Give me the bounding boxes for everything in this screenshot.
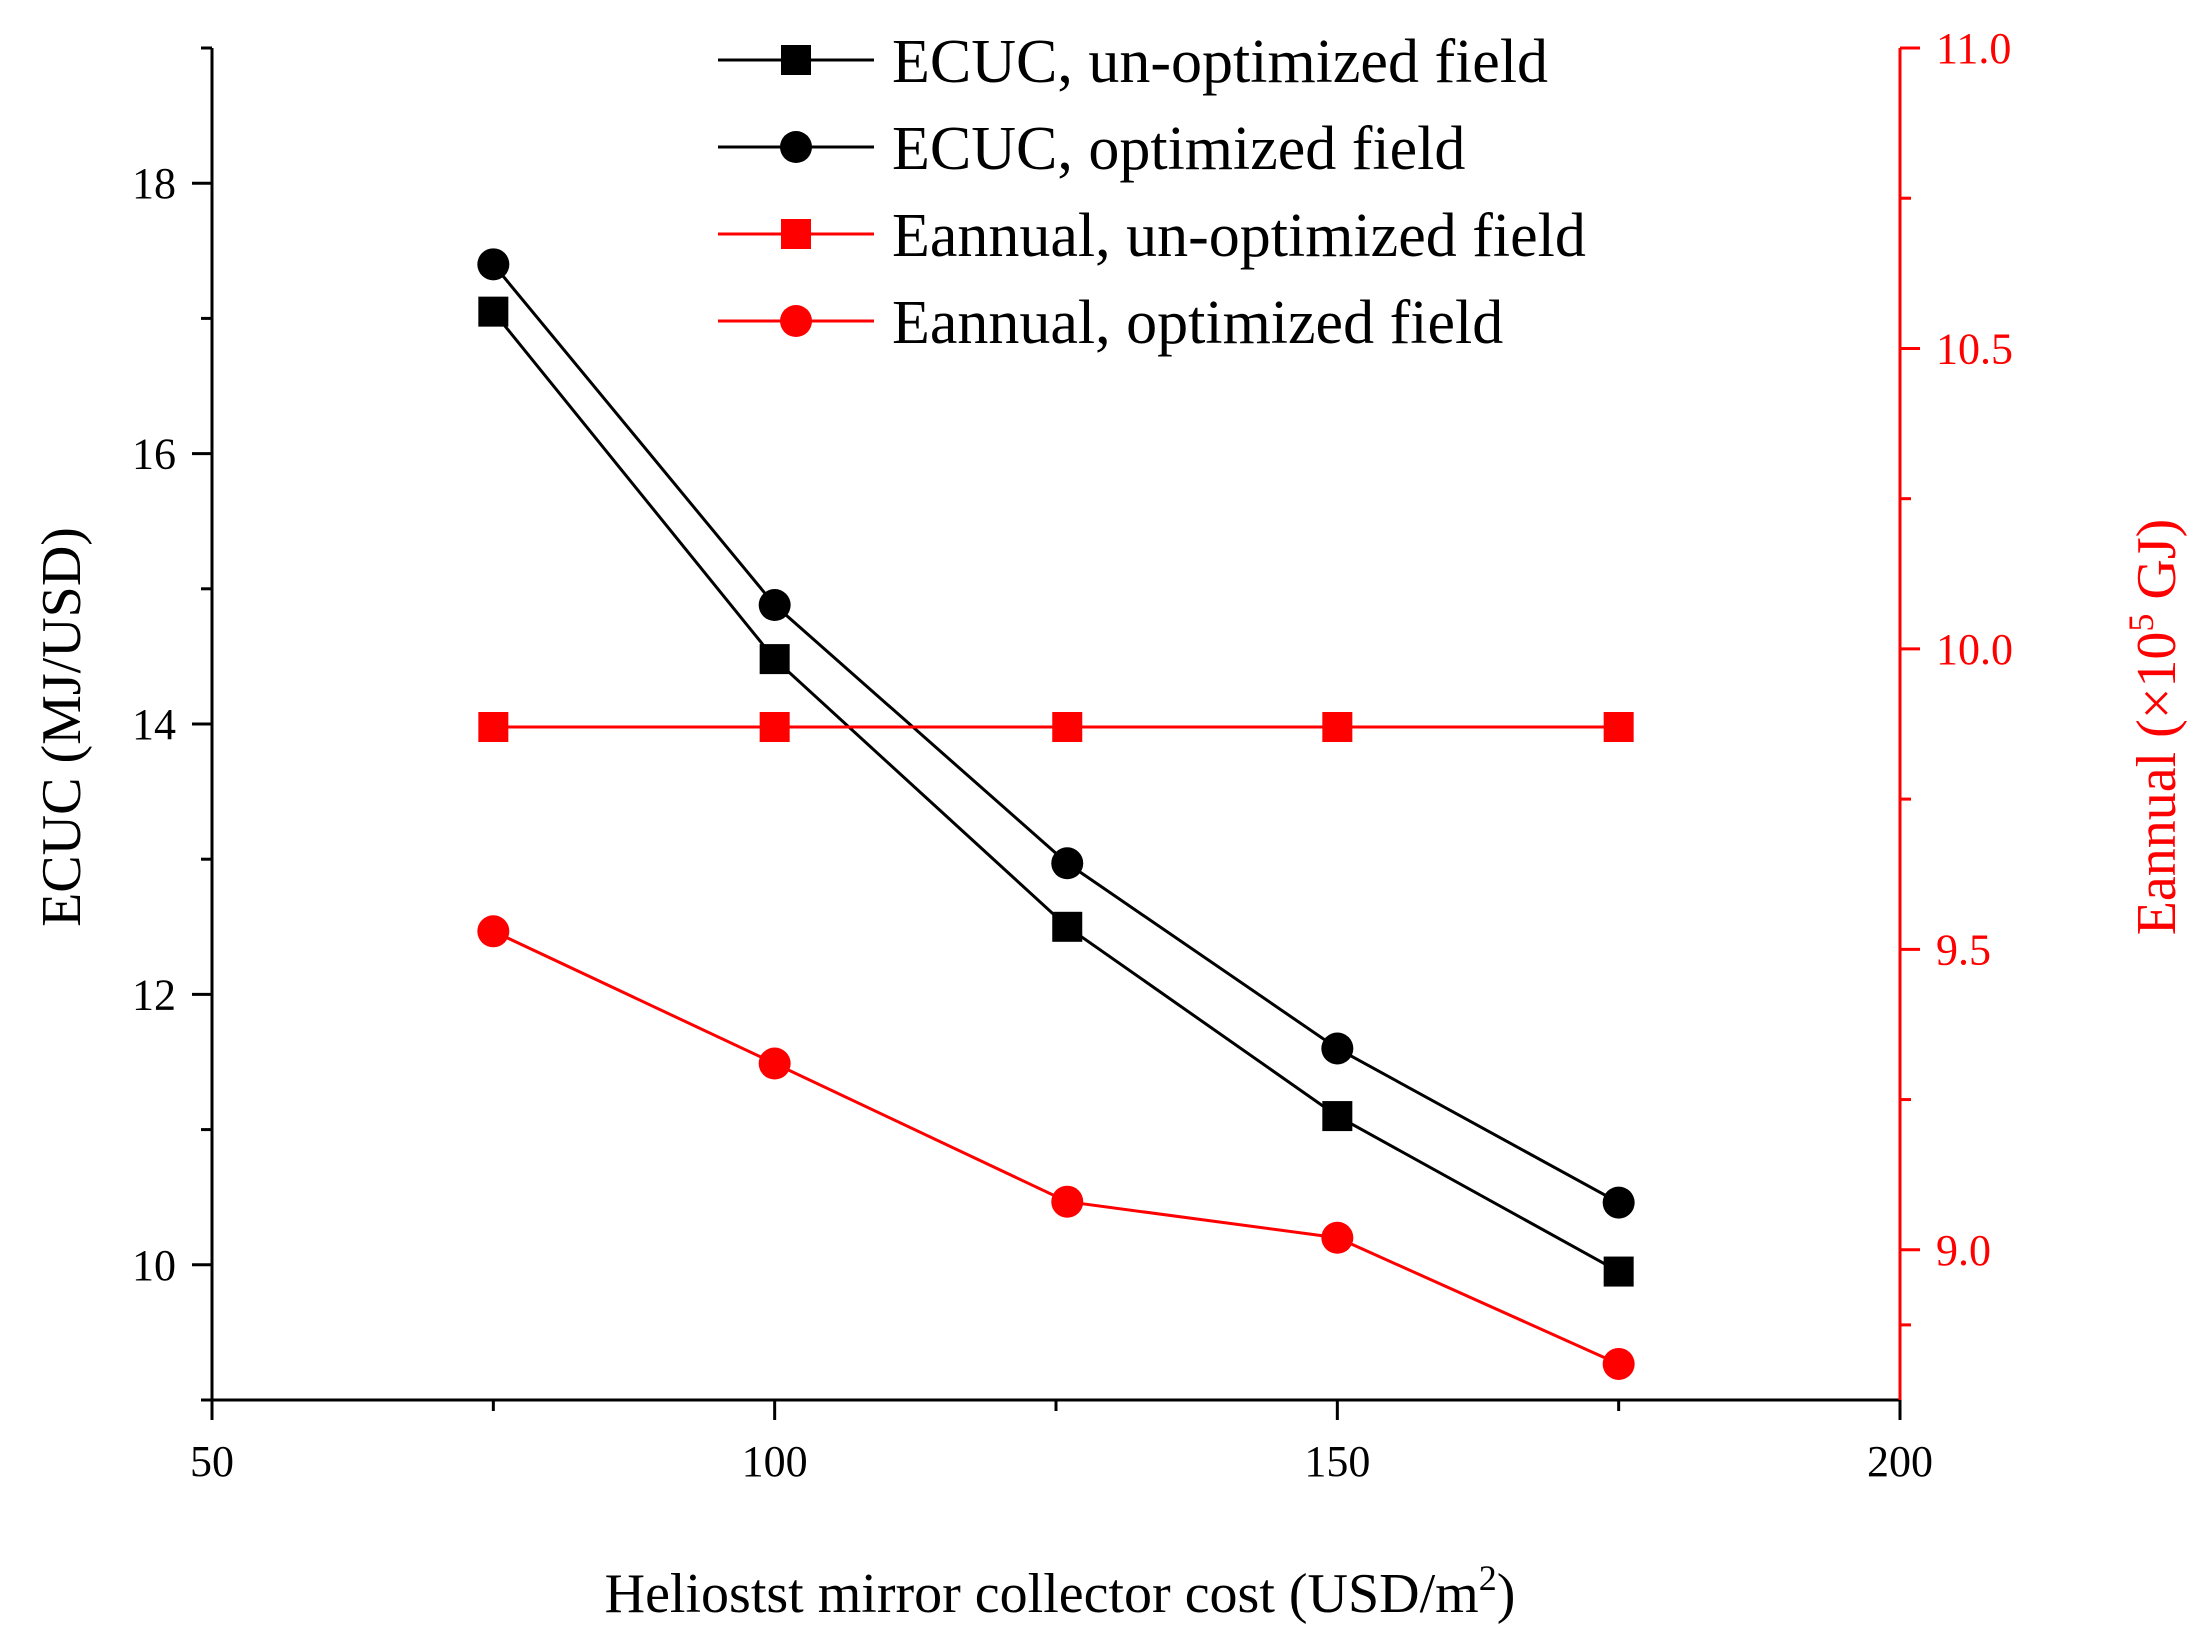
y-tick-label: 18 — [132, 159, 176, 208]
data-point-ecuc-optimized-field — [758, 589, 791, 622]
data-point-eannual-optimized-field — [758, 1047, 791, 1080]
legend: ECUC, un-optimized field ECUC, optimized … — [718, 28, 1586, 357]
legend-label: ECUC, optimized field — [892, 115, 1465, 183]
data-point-eannual-un-optimized-field — [478, 712, 509, 743]
data-point-ecuc-un-optimized-field — [759, 644, 790, 675]
data-point-ecuc-optimized-field — [1321, 1032, 1354, 1065]
legend-item: ECUC, un-optimized field — [718, 28, 1548, 96]
y2-tick-label: 9.5 — [1936, 925, 1991, 974]
y-tick-label: 12 — [132, 970, 176, 1019]
series-line-ecuc-un-optimized-field — [492, 310, 1620, 1273]
data-point-ecuc-optimized-field — [1602, 1186, 1635, 1219]
legend-label: ECUC, un-optimized field — [892, 28, 1548, 96]
data-point-ecuc-un-optimized-field — [478, 296, 509, 327]
axes-group: 50 100 150 200 10 12 14 16 18 9.0 9.5 10.0 10.5 11.0 — [132, 24, 2013, 1486]
y2-tick-label: 10.0 — [1936, 625, 2013, 674]
x-axis-title: Heliostst mirror collector cost (USD/m2) — [605, 1558, 1516, 1625]
legend-label: Eannual, un-optimized field — [892, 202, 1586, 270]
data-point-eannual-optimized-field — [1602, 1347, 1635, 1380]
data-point-eannual-un-optimized-field — [1603, 712, 1634, 743]
data-point-ecuc-un-optimized-field — [1052, 911, 1083, 942]
legend-item: Eannual, un-optimized field — [718, 202, 1586, 270]
legend-label: Eannual, optimized field — [892, 289, 1503, 357]
x-tick-label: 50 — [190, 1437, 234, 1486]
legend-marker — [780, 305, 812, 337]
series-ecuc-un-optimized-field — [478, 296, 1634, 1287]
y-axis-title: ECUC (MJ/USD) — [31, 527, 93, 927]
data-point-ecuc-optimized-field — [1051, 847, 1084, 880]
y2-axis-title: Eannual (×105 GJ) — [2121, 519, 2188, 936]
data-point-eannual-un-optimized-field — [1052, 712, 1083, 743]
series-ecuc-optimized-field — [477, 248, 1635, 1219]
y-tick-label: 10 — [132, 1241, 176, 1290]
series-eannual-un-optimized-field — [478, 712, 1634, 743]
series-group — [477, 248, 1635, 1380]
data-point-eannual-un-optimized-field — [1322, 712, 1353, 743]
data-point-eannual-un-optimized-field — [759, 712, 790, 743]
data-point-ecuc-un-optimized-field — [1322, 1101, 1353, 1132]
data-point-ecuc-un-optimized-field — [1603, 1256, 1634, 1287]
y2-tick-label: 10.5 — [1936, 324, 2013, 373]
data-point-ecuc-optimized-field — [477, 248, 510, 281]
data-point-eannual-optimized-field — [1321, 1221, 1354, 1254]
y2-tick-label: 11.0 — [1936, 24, 2011, 73]
y-tick-label: 14 — [132, 700, 176, 749]
x-tick-label: 100 — [742, 1437, 808, 1486]
x-tick-label: 200 — [1867, 1437, 1933, 1486]
legend-item: Eannual, optimized field — [718, 289, 1503, 357]
x-tick-label: 150 — [1304, 1437, 1370, 1486]
y2-tick-label: 9.0 — [1936, 1226, 1991, 1275]
data-point-eannual-optimized-field — [1051, 1185, 1084, 1218]
legend-marker — [781, 45, 811, 75]
legend-item: ECUC, optimized field — [718, 115, 1465, 183]
series-line-eannual-optimized-field — [492, 929, 1620, 1366]
legend-marker — [781, 219, 811, 249]
legend-marker — [780, 131, 812, 163]
data-point-eannual-optimized-field — [477, 915, 510, 948]
series-eannual-optimized-field — [477, 915, 1635, 1380]
y-tick-label: 16 — [132, 430, 176, 479]
